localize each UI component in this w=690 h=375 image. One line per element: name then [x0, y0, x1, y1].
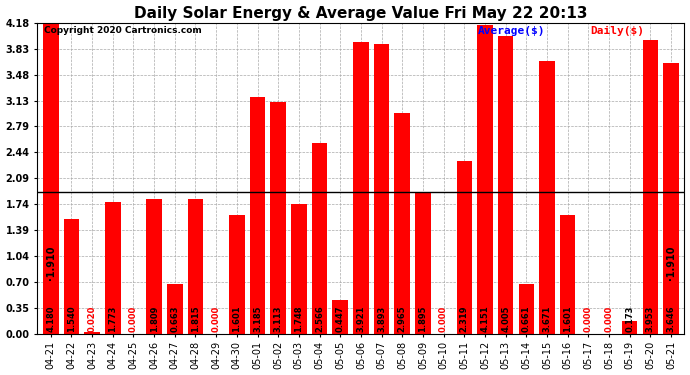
Text: 0.000: 0.000: [212, 306, 221, 332]
Text: 1.815: 1.815: [191, 306, 200, 332]
Bar: [291, 204, 306, 333]
Bar: [84, 332, 100, 333]
Bar: [312, 143, 327, 333]
Text: 1.601: 1.601: [563, 306, 572, 332]
Text: 1.895: 1.895: [418, 306, 427, 332]
Text: 3.185: 3.185: [253, 306, 262, 332]
Text: 0.447: 0.447: [336, 306, 345, 332]
Text: 4.005: 4.005: [501, 306, 510, 332]
Bar: [457, 161, 472, 333]
Text: 0.173: 0.173: [625, 306, 634, 332]
Bar: [539, 61, 555, 333]
Bar: [415, 193, 431, 333]
Bar: [229, 214, 244, 333]
Bar: [105, 202, 121, 333]
Text: 3.893: 3.893: [377, 306, 386, 332]
Text: Average($): Average($): [477, 26, 545, 36]
Bar: [333, 300, 348, 333]
Bar: [395, 113, 410, 333]
Text: 0.661: 0.661: [522, 306, 531, 332]
Text: 3.921: 3.921: [356, 306, 366, 332]
Text: 0.020: 0.020: [88, 306, 97, 332]
Text: 3.953: 3.953: [646, 306, 655, 332]
Text: Copyright 2020 Cartronics.com: Copyright 2020 Cartronics.com: [43, 26, 201, 35]
Text: 1.540: 1.540: [67, 306, 76, 332]
Text: 2.566: 2.566: [315, 305, 324, 332]
Title: Daily Solar Energy & Average Value Fri May 22 20:13: Daily Solar Energy & Average Value Fri M…: [134, 6, 588, 21]
Bar: [188, 199, 204, 333]
Text: 1.809: 1.809: [150, 306, 159, 332]
Text: 1.748: 1.748: [295, 306, 304, 332]
Bar: [560, 214, 575, 333]
Text: 4.151: 4.151: [480, 305, 489, 332]
Bar: [477, 25, 493, 333]
Text: 0.000: 0.000: [129, 306, 138, 332]
Text: 2.319: 2.319: [460, 306, 469, 332]
Bar: [663, 63, 679, 333]
Text: 3.671: 3.671: [542, 306, 551, 332]
Text: ·1.910: ·1.910: [46, 245, 56, 280]
Bar: [374, 44, 389, 333]
Bar: [498, 36, 513, 333]
Bar: [270, 102, 286, 333]
Text: 0.000: 0.000: [584, 306, 593, 332]
Text: 0.663: 0.663: [170, 306, 179, 332]
Text: 3.113: 3.113: [274, 306, 283, 332]
Bar: [146, 199, 162, 333]
Bar: [43, 23, 59, 333]
Text: 0.000: 0.000: [439, 306, 448, 332]
Text: 1.773: 1.773: [108, 306, 117, 332]
Text: 2.965: 2.965: [397, 306, 406, 332]
Bar: [250, 97, 265, 333]
Text: 1.601: 1.601: [233, 306, 241, 332]
Text: 0.000: 0.000: [604, 306, 613, 332]
Text: Daily($): Daily($): [591, 26, 644, 36]
Text: ·1.910: ·1.910: [666, 245, 676, 280]
Bar: [63, 219, 79, 333]
Text: 4.180: 4.180: [46, 306, 55, 332]
Bar: [622, 321, 638, 333]
Bar: [642, 40, 658, 333]
Bar: [167, 284, 183, 333]
Bar: [518, 285, 534, 333]
Bar: [353, 42, 368, 333]
Text: 3.646: 3.646: [667, 306, 676, 332]
